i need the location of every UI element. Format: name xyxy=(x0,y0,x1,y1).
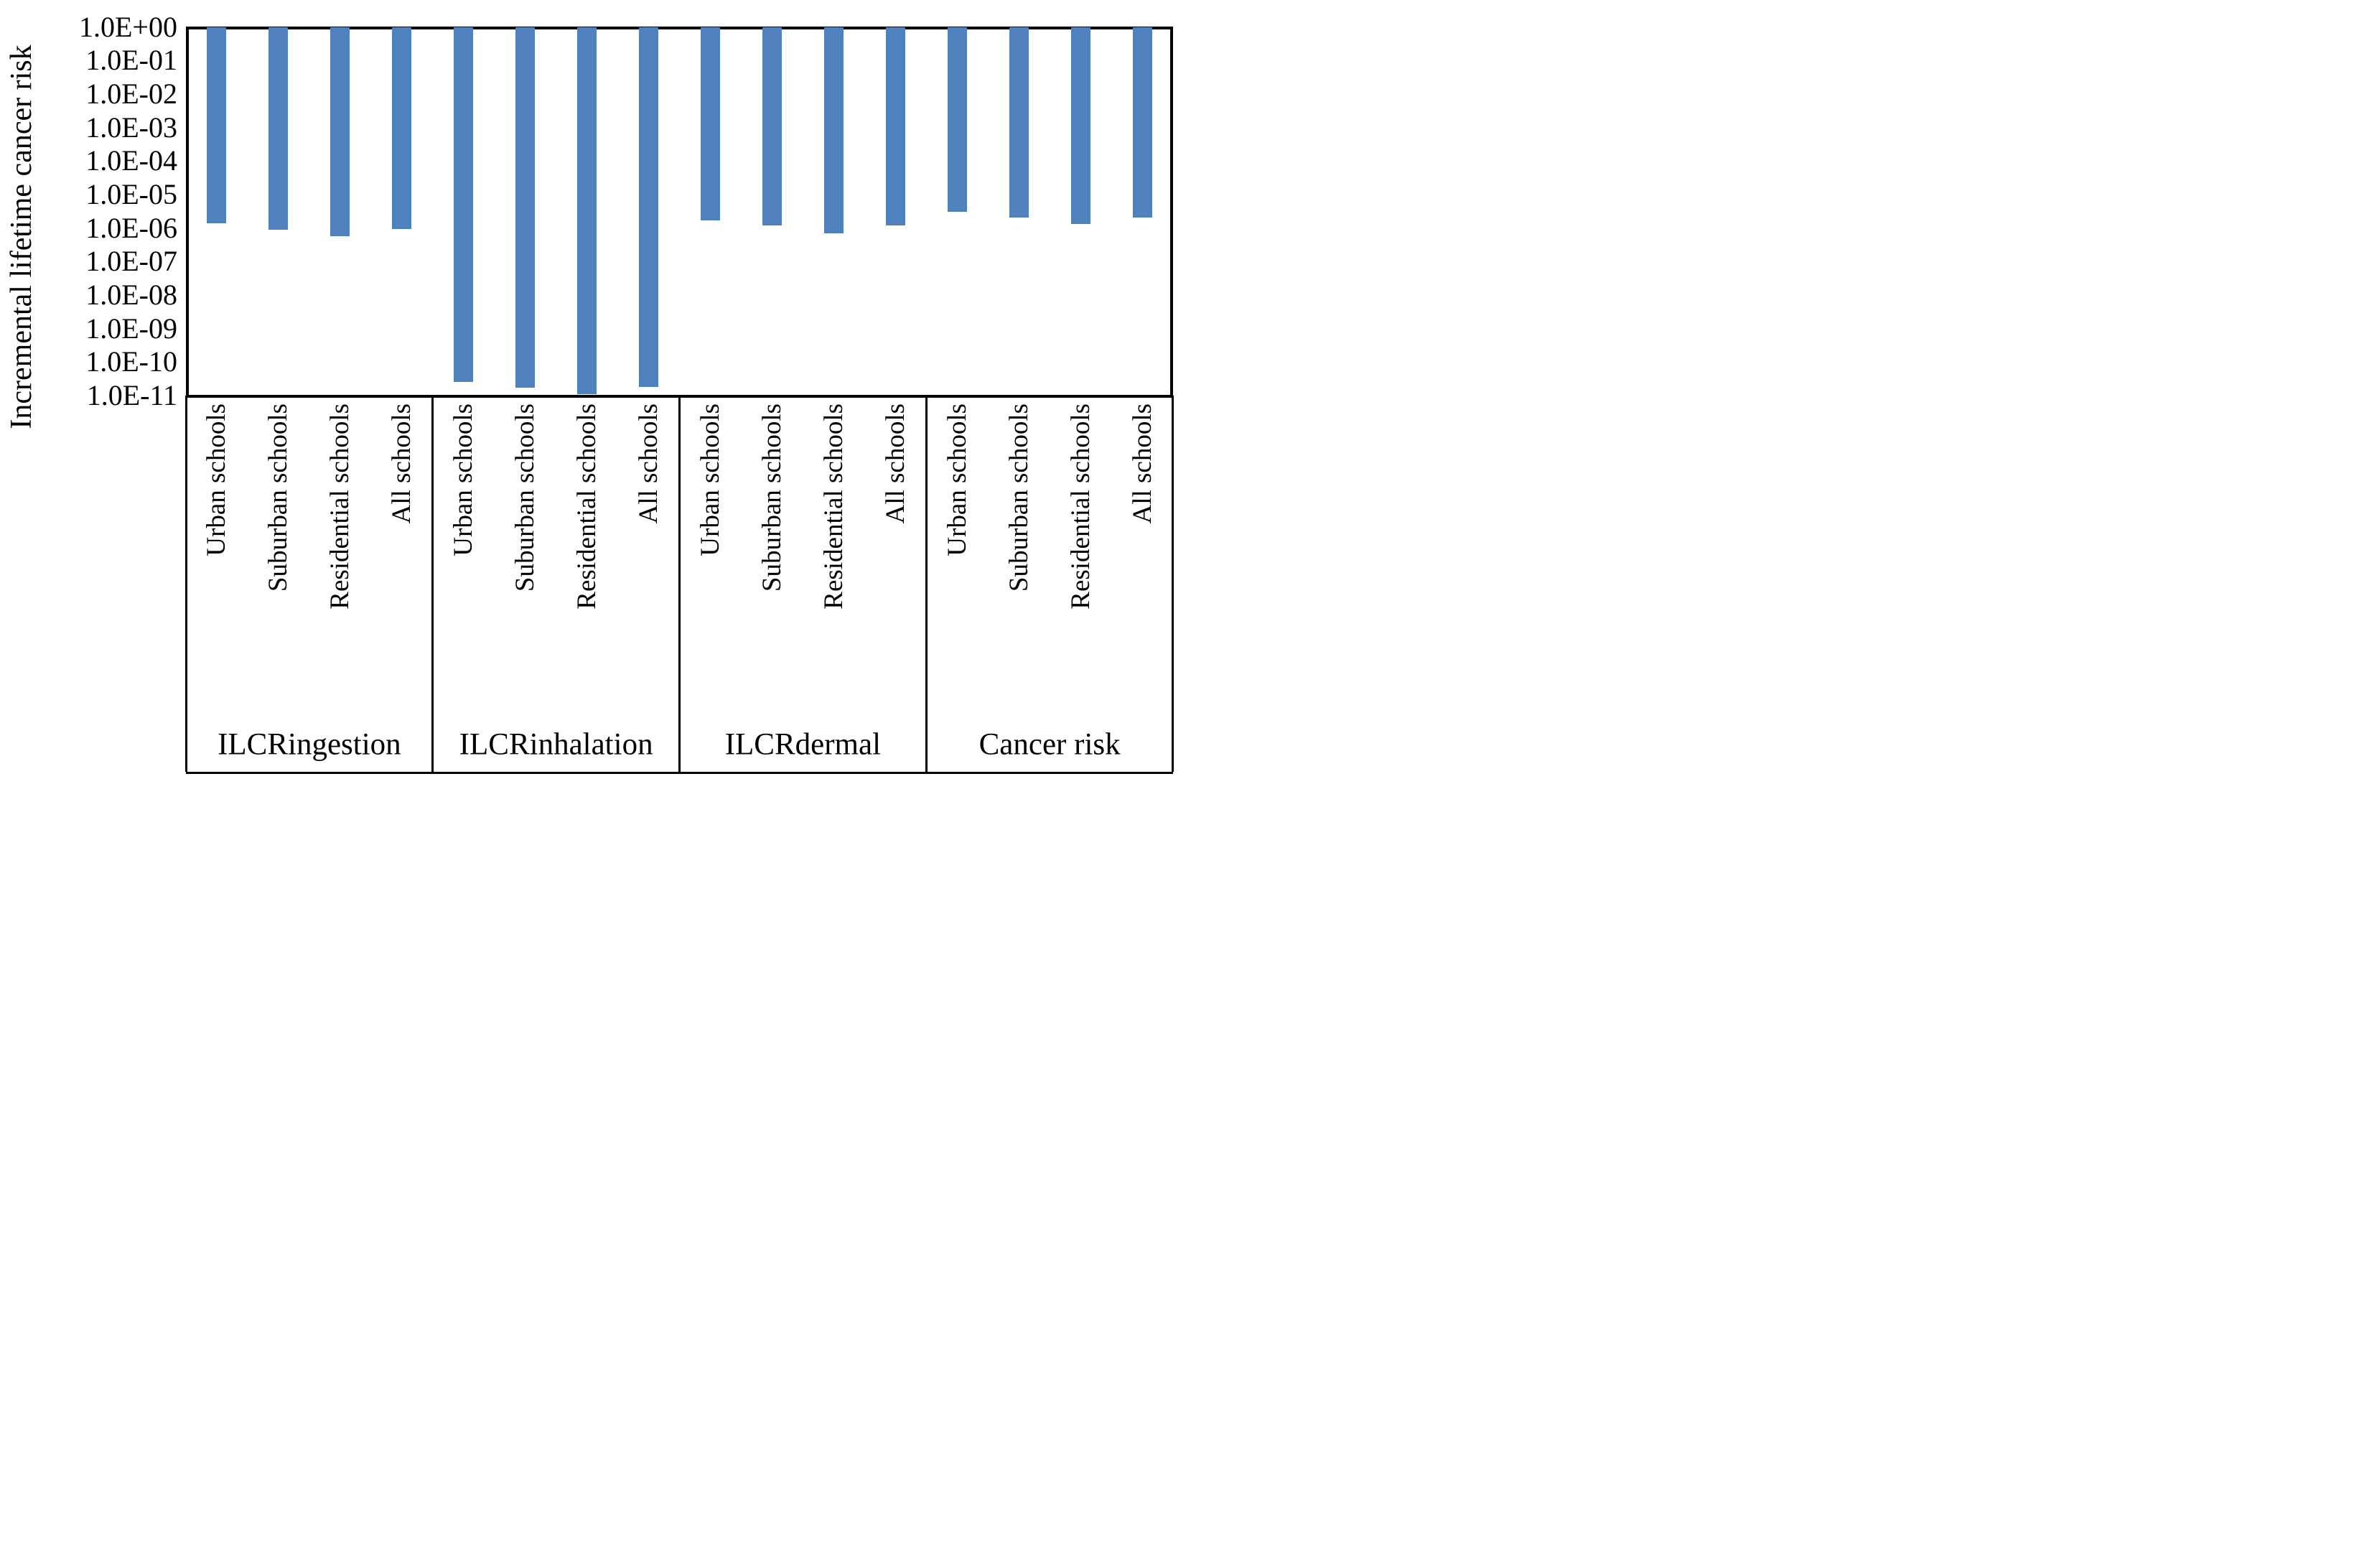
bar-ilcringestion-1 xyxy=(268,27,289,230)
group-label: Cancer risk xyxy=(978,727,1121,762)
category-label: Urban schools xyxy=(202,403,232,556)
bar-ilcrdermal-1 xyxy=(762,27,782,225)
category-divider xyxy=(184,396,187,772)
y-tick-label: 1.0E+00 xyxy=(79,10,177,43)
y-tick-label: 1.0E-04 xyxy=(85,144,177,177)
category-label: All schools xyxy=(634,403,664,524)
bar-ilcrdermal-3 xyxy=(885,27,905,225)
category-label: Urban schools xyxy=(942,403,972,556)
category-label: Suburban schools xyxy=(263,403,294,592)
group-label: ILCRdermal xyxy=(724,727,882,762)
plot-area xyxy=(186,27,1173,398)
y-tick-label: 1.0E-11 xyxy=(86,379,177,411)
y-tick-label: 1.0E-07 xyxy=(85,245,177,278)
bar-ilcrinhalation-1 xyxy=(515,27,536,388)
category-divider xyxy=(1171,396,1174,772)
category-label: Residential schools xyxy=(1065,403,1096,610)
category-label: Suburban schools xyxy=(1004,403,1034,592)
bar-ilcringestion-2 xyxy=(330,27,350,237)
group-label: ILCRinhalation xyxy=(459,727,653,762)
y-tick-label: 1.0E-10 xyxy=(85,345,177,378)
category-label: All schools xyxy=(1127,403,1157,524)
bar-ilcrinhalation-2 xyxy=(577,27,597,395)
y-tick-label: 1.0E-08 xyxy=(85,278,177,311)
category-divider xyxy=(431,396,434,772)
bar-cancer-risk-0 xyxy=(947,27,967,213)
bar-cancer-risk-3 xyxy=(1132,27,1152,218)
y-tick-label: 1.0E-05 xyxy=(85,177,177,210)
bar-ilcringestion-3 xyxy=(392,27,412,229)
category-label: Suburban schools xyxy=(510,403,541,592)
bar-ilcrinhalation-0 xyxy=(454,27,474,382)
y-tick-label: 1.0E-06 xyxy=(85,211,177,244)
bar-cancer-risk-1 xyxy=(1009,27,1029,218)
category-label: Residential schools xyxy=(572,403,602,610)
y-tick-label: 1.0E-03 xyxy=(85,111,177,144)
y-tick-label: 1.0E-09 xyxy=(85,312,177,345)
group-label: ILCRingestion xyxy=(218,727,401,762)
ilcr-bar-chart: Incremental lifetime cancer risk 1.0E+00… xyxy=(0,0,1180,784)
category-label: Urban schools xyxy=(695,403,725,556)
category-label: Suburban schools xyxy=(757,403,787,592)
y-tick-label: 1.0E-01 xyxy=(85,44,177,77)
category-divider xyxy=(925,396,928,772)
bar-cancer-risk-2 xyxy=(1070,27,1090,225)
category-divider xyxy=(678,396,681,772)
y-tick-label: 1.0E-02 xyxy=(85,77,177,110)
bar-ilcrdermal-2 xyxy=(823,27,844,233)
category-label: All schools xyxy=(387,403,417,524)
category-label: All schools xyxy=(880,403,910,524)
bar-ilcrdermal-0 xyxy=(700,27,720,220)
bar-ilcrinhalation-3 xyxy=(639,27,659,388)
category-label: Urban schools xyxy=(449,403,479,556)
category-axis-bottom-border xyxy=(186,772,1173,774)
category-label: Residential schools xyxy=(818,403,849,610)
bar-ilcringestion-0 xyxy=(207,27,227,223)
category-label: Residential schools xyxy=(325,403,355,610)
